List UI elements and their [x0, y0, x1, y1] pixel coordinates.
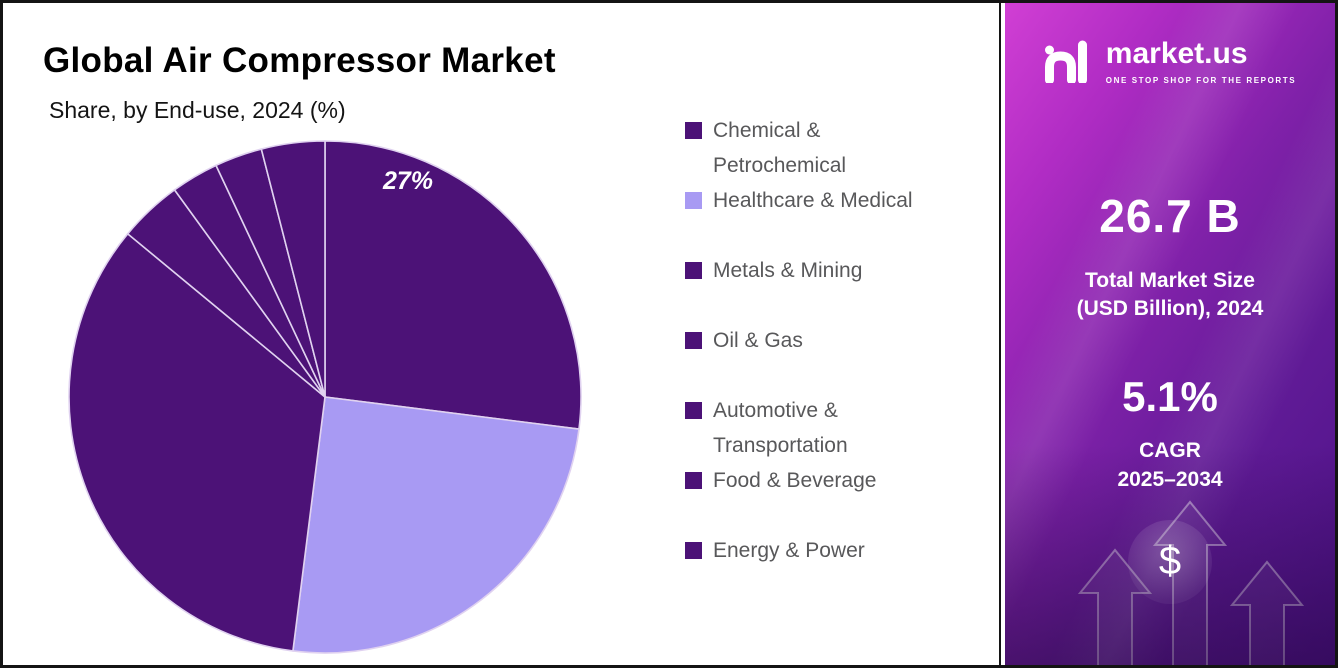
legend-item: Chemical & Petrochemical — [685, 113, 940, 183]
legend-marker — [685, 402, 702, 419]
brand-panel-content: market.us ONE STOP SHOP FOR THE REPORTS … — [1005, 37, 1335, 665]
marketus-logo: market.us ONE STOP SHOP FOR THE REPORTS — [1005, 37, 1335, 85]
legend-marker — [685, 122, 702, 139]
marketus-logo-icon — [1044, 40, 1087, 83]
market-size-value: 26.7 B — [1099, 189, 1241, 242]
pie-slice-data-label: 27% — [383, 167, 434, 195]
market-size-label-line1: Total Market Size — [1085, 268, 1255, 292]
cagr-label-line2: 2025–2034 — [1117, 467, 1223, 491]
pie-slice — [324, 140, 582, 430]
chart-subtitle: Share, by End-use, 2024 (%) — [49, 97, 346, 123]
pie-chart: 27% — [65, 137, 585, 657]
cagr-label: CAGR 2025–2034 — [1005, 437, 1335, 494]
pie-chart-svg — [68, 140, 582, 654]
chart-area: Global Air Compressor Market Share, by E… — [3, 3, 999, 665]
legend-label: Automotive & Transportation — [713, 399, 848, 457]
legend-item: Healthcare & Medical — [685, 183, 940, 253]
legend-label: Oil & Gas — [713, 329, 803, 352]
legend-item: Oil & Gas — [685, 323, 940, 393]
cagr-label-line1: CAGR — [1139, 439, 1201, 463]
legend: Chemical & Petrochemical Healthcare & Med… — [685, 113, 940, 603]
brand-tagline: ONE STOP SHOP FOR THE REPORTS — [1105, 75, 1297, 85]
brand-name: market.us — [1105, 37, 1248, 70]
pie-slice — [292, 396, 580, 654]
pie-slice — [260, 140, 326, 398]
logo-text-block: market.us ONE STOP SHOP FOR THE REPORTS — [1106, 37, 1296, 85]
page-title: Global Air Compressor Market — [43, 41, 556, 80]
growth-arrows-icon — [1077, 500, 1305, 665]
legend-label: Metals & Mining — [713, 259, 863, 282]
legend-label: Energy & Power — [713, 539, 865, 562]
market-size-label-line2: (USD Billion), 2024 — [1076, 296, 1264, 320]
legend-marker — [685, 192, 702, 209]
cagr-value: 5.1% — [1122, 373, 1218, 421]
legend-item: Metals & Mining — [685, 253, 940, 323]
market-size-label: Total Market Size (USD Billion), 2024 — [1005, 267, 1335, 324]
legend-marker — [685, 542, 702, 559]
legend-item: Food & Beverage — [685, 463, 940, 533]
panel-divider — [999, 3, 1005, 665]
legend-marker — [685, 332, 702, 349]
pie-slice — [68, 232, 326, 652]
legend-item: Automotive & Transportation — [685, 393, 940, 463]
legend-item: Energy & Power — [685, 533, 940, 603]
legend-marker — [685, 472, 702, 489]
legend-label: Food & Beverage — [713, 469, 877, 492]
dollar-icon: $ — [1128, 519, 1212, 604]
legend-marker — [685, 262, 702, 279]
legend-label: Chemical & Petrochemical — [713, 119, 847, 177]
legend-label: Healthcare & Medical — [713, 189, 913, 212]
brand-panel: market.us ONE STOP SHOP FOR THE REPORTS … — [1005, 3, 1335, 665]
